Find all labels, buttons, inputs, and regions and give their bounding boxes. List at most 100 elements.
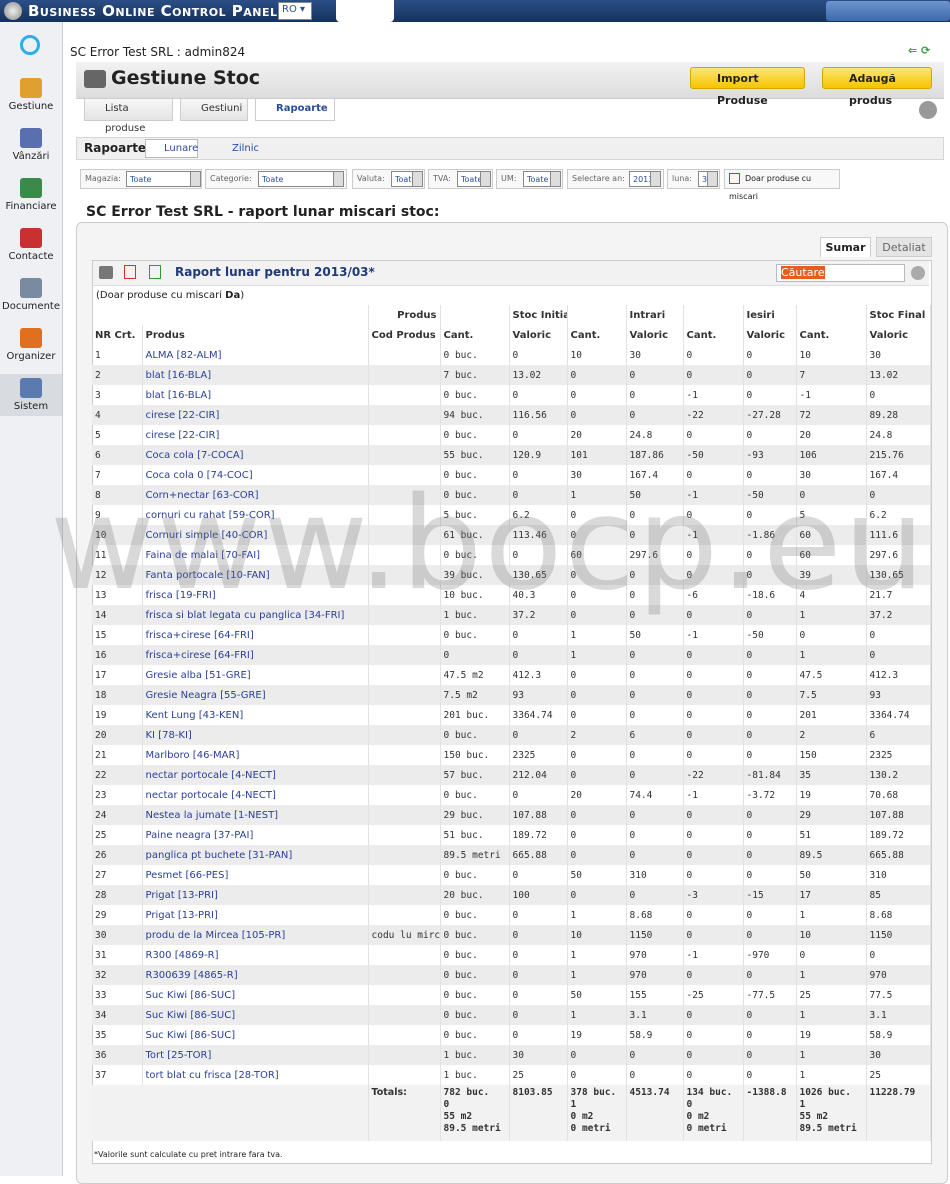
cell[interactable]: Faina de malai [70-FAI] [142,545,369,565]
sidebar-item[interactable]: Sistem [0,374,62,416]
tab[interactable]: Lista produse [84,99,173,134]
tab[interactable]: Gestiuni [180,99,248,121]
cell[interactable]: R300 [4869-R] [142,945,369,965]
filter-select[interactable]: Toate [391,171,423,187]
cell[interactable]: frisca+cirese [64-FRI] [142,645,369,665]
cell [368,765,441,785]
cell: 37.2 [509,605,568,625]
sidebar-item[interactable]: Contacte [0,228,62,262]
cell: 0 [743,1025,797,1045]
group: Stoc Final [866,305,931,325]
cell[interactable]: frisca+cirese [64-FRI] [142,625,369,645]
cell[interactable]: Suc Kiwi [86-SUC] [142,985,369,1005]
cell: 7.5 m2 [440,685,510,705]
cell[interactable]: R300639 [4865-R] [142,965,369,985]
cell: 0 [743,865,797,885]
filter-select[interactable]: 2013 [629,171,661,187]
cell: 0 [743,365,797,385]
report-tab[interactable]: Zilnic [232,143,260,154]
sidebar-item[interactable]: Documente [0,278,62,312]
row: 12 Fanta portocale [10-FAN] 39 buc. 130.65 0… [92,565,931,585]
cell[interactable]: Tort [25-TOR] [142,1045,369,1065]
import-button[interactable]: Import Produse [690,67,805,107]
cell[interactable]: Fanta portocale [10-FAN] [142,565,369,585]
cell[interactable]: Cornuri simple [40-COR] [142,525,369,545]
filter-label: Selectare an: [572,174,625,183]
cell[interactable]: Marlboro [46-MAR] [142,745,369,765]
home-icon[interactable] [20,35,40,55]
cell[interactable]: cirese [22-CIR] [142,425,369,445]
report-settings[interactable] [911,266,925,280]
filter-select[interactable]: Toate [457,171,491,187]
sidebar-item[interactable]: Gestiune [0,78,62,112]
filter-select[interactable]: Toate [126,171,201,187]
cell[interactable]: Suc Kiwi [86-SUC] [142,1025,369,1045]
group: Stoc Initial [509,305,568,325]
view-tab[interactable]: Detaliat [876,237,932,257]
column: NR Crt. [92,325,143,345]
notes-button[interactable] [336,0,394,22]
filter[interactable]: Doar produse cu miscari [724,169,840,201]
cell: 0 [683,565,744,585]
toolbar-icons[interactable] [826,1,950,21]
cell: 50 [567,985,627,1005]
filter-label: UM: [501,174,517,183]
cell[interactable]: nectar portocale [4-NECT] [142,785,369,805]
cell[interactable]: Paine neagra [37-PAI] [142,825,369,845]
cell[interactable]: Prigat [13-PRI] [142,905,369,925]
sidebar-item[interactable]: Vânzări [0,128,62,162]
settings[interactable] [919,101,937,119]
report-tab[interactable]: Lunare [145,139,198,158]
cell[interactable]: produ de la Mircea [105-PR] [142,925,369,945]
cell[interactable]: frisca si blat legata cu panglica [34-FR… [142,605,369,625]
cell: 6 [626,725,684,745]
cell[interactable]: frisca [19-FRI] [142,585,369,605]
cell[interactable]: Corn+nectar [63-COR] [142,485,369,505]
cell[interactable]: blat [16-BLA] [142,365,369,385]
cell[interactable]: Nestea la jumate [1-NEST] [142,805,369,825]
total-line: 0 metri [570,1123,611,1134]
cell[interactable]: Coca cola [7-COCA] [142,445,369,465]
cell[interactable]: ALMA [82-ALM] [142,345,369,365]
sidebar-item[interactable]: Financiare [0,178,62,212]
cell[interactable]: Gresie Neagra [55-GRE] [142,685,369,705]
cell: 20 [567,785,627,805]
cell[interactable]: panglica pt buchete [31-PAN] [142,845,369,865]
cell[interactable]: cirese [22-CIR] [142,405,369,425]
filter-select[interactable]: Toate [523,171,561,187]
cell[interactable]: blat [16-BLA] [142,385,369,405]
cell: 0 [743,725,797,745]
cell: 19 [796,1025,867,1045]
nav-arrows[interactable]: ⇐ ⟳ [908,44,931,57]
cell: 167.4 [626,465,684,485]
filter-select[interactable]: Toate [258,171,344,187]
row: 3 blat [16-BLA] 0 buc. 0 0 0 -1 0 -1 0 [92,385,931,405]
search[interactable]: Căutare [776,264,905,282]
language-select[interactable]: RO ▾ [278,2,312,20]
pdf[interactable] [124,265,136,279]
cell[interactable]: nectar portocale [4-NECT] [142,765,369,785]
print[interactable] [99,266,113,279]
cell[interactable]: Pesmet [66-PES] [142,865,369,885]
cell[interactable]: KI [78-KI] [142,725,369,745]
excel[interactable] [149,265,161,279]
total-line: 1 [570,1099,577,1110]
cell[interactable]: Coca cola 0 [74-COC] [142,465,369,485]
view-tab[interactable]: Sumar [820,237,871,257]
cell: 33 [92,985,143,1005]
cell[interactable]: Prigat [13-PRI] [142,885,369,905]
cell[interactable]: Suc Kiwi [86-SUC] [142,1005,369,1025]
filter-select[interactable]: 3 [698,171,718,187]
cell: 0 [743,385,797,405]
row: 21 Marlboro [46-MAR] 150 buc. 2325 0 0 0 0 150 23… [92,745,931,765]
cell: -1 [683,485,744,505]
cell[interactable]: tort blat cu frisca [28-TOR] [142,1065,369,1085]
cell[interactable]: Gresie alba [51-GRE] [142,665,369,685]
tab[interactable]: Rapoarte [255,99,335,121]
cell[interactable]: Kent Lung [43-KEN] [142,705,369,725]
cell[interactable]: cornuri cu rahat [59-COR] [142,505,369,525]
total-line: 1 [799,1099,806,1110]
cell [368,385,441,405]
sidebar-item[interactable]: Organizer [0,328,62,362]
add-button[interactable]: Adaugă produs [822,67,932,107]
